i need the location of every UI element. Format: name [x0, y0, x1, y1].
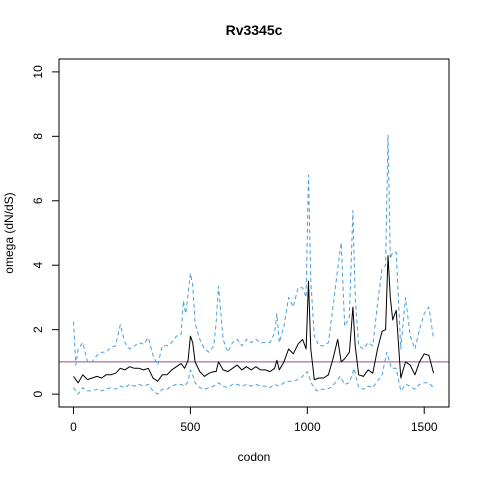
y-tick-label: 8: [31, 133, 45, 140]
x-tick-label: 500: [180, 420, 200, 434]
x-axis: 0 500 1000 1500: [70, 406, 438, 434]
x-tick-label: 1000: [294, 420, 321, 434]
bound-line-1: [73, 134, 435, 366]
mean-line: [73, 255, 435, 384]
y-tick-label: 4: [31, 262, 45, 269]
y-tick-label: 2: [31, 326, 45, 333]
x-tick-label: 0: [70, 420, 77, 434]
x-tick-label: 1500: [411, 420, 438, 434]
y-tick-label: 0: [31, 390, 45, 397]
y-tick-label: 10: [31, 65, 45, 79]
bound-line-2: [73, 351, 434, 395]
plot-frame: [58, 58, 450, 408]
y-tick-label: 6: [31, 197, 45, 204]
x-axis-label: codon: [238, 450, 271, 464]
chart-title: Rv3345c: [226, 22, 283, 38]
y-axis-label: omega (dN/dS): [2, 192, 16, 273]
y-axis: 0 2 4 6 8 10: [31, 65, 60, 397]
plot-area: [59, 134, 449, 395]
